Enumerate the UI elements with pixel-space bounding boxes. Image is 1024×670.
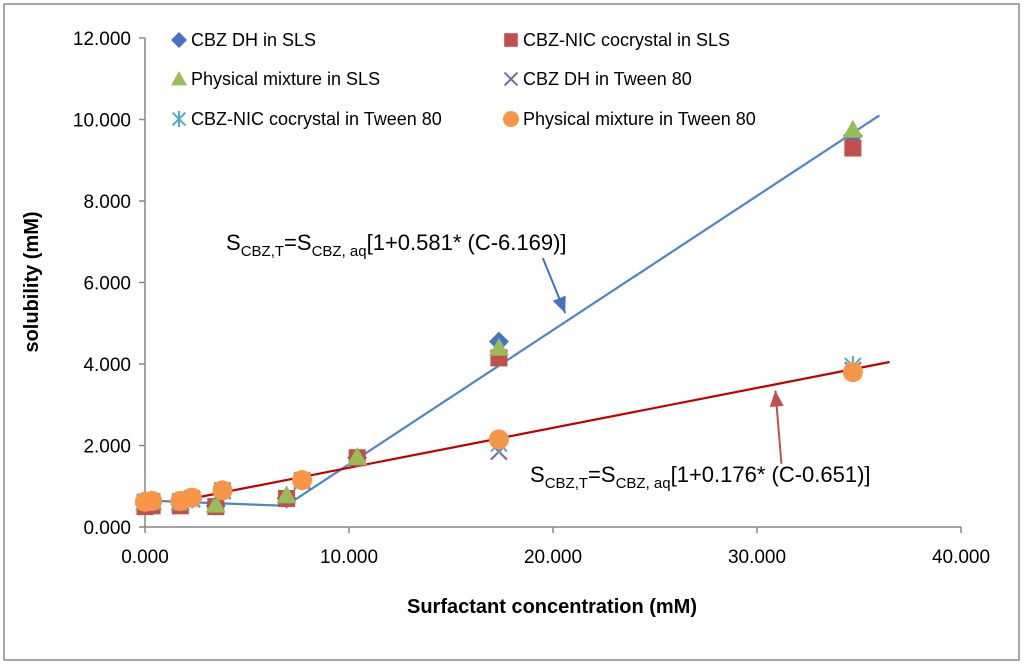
legend-item: CBZ-NIC cocrystal in Tween 80: [171, 109, 442, 129]
y-tick-label: 0.000: [83, 518, 131, 539]
equation-tween: SCBZ,T=SCBZ, aq[1+0.176* (C-0.651)]: [530, 390, 871, 492]
data-point: [842, 119, 863, 138]
x-tick-label: 0.000: [121, 547, 169, 568]
diamond-marker: [171, 32, 187, 48]
data-point: [844, 139, 862, 157]
triangle-marker: [347, 446, 368, 465]
data-point: [292, 470, 313, 491]
y-tick-label: 6.000: [83, 274, 131, 295]
data-points: [135, 119, 863, 516]
data-point: [842, 362, 863, 383]
triangle-marker: [842, 119, 863, 138]
data-point: [142, 490, 163, 511]
equation-segment: [1+0.176* (C-0.651)]: [671, 462, 871, 487]
legend-label: Physical mixture in Tween 80: [523, 109, 756, 129]
data-point: [205, 494, 226, 513]
legend-label: Physical mixture in SLS: [191, 69, 380, 89]
legend-marker: [503, 71, 519, 87]
legend-label: CBZ-NIC cocrystal in SLS: [523, 30, 730, 50]
equation-segment: =S: [284, 230, 312, 255]
annotation-arrow-head: [769, 390, 784, 408]
equation-subscript: CBZ, aq: [312, 243, 367, 260]
x-tick-label: 40.000: [932, 547, 990, 568]
legend-item: Physical mixture in Tween 80: [503, 109, 756, 129]
legend-marker: [504, 33, 518, 47]
triangle-marker: [276, 485, 297, 504]
circle-marker: [488, 429, 509, 450]
y-axis-title: solubility (mM): [21, 211, 43, 352]
triangle-marker: [205, 494, 226, 513]
triangle-marker: [171, 71, 187, 86]
circle-marker: [842, 362, 863, 383]
circle-marker: [142, 490, 163, 511]
data-point: [488, 429, 509, 450]
equation-subscript: CBZ,T: [545, 475, 588, 492]
data-point: [488, 337, 509, 356]
square-marker: [844, 139, 862, 157]
equation-text: SCBZ,T=SCBZ, aq[1+0.581* (C-6.169)]: [226, 230, 567, 260]
circle-marker: [503, 111, 519, 127]
data-point: [212, 480, 233, 501]
y-tick-label: 8.000: [83, 192, 131, 213]
legend-marker: [171, 111, 187, 127]
y-tick-label: 4.000: [83, 355, 131, 376]
data-series: [135, 362, 863, 512]
equation-segment: =S: [588, 462, 616, 487]
equation-segment: S: [530, 462, 545, 487]
axes: 0.000 2.000 4.000 6.000 8.000 10.000 12.000 0.0…: [73, 29, 990, 568]
x-tick-label: 20.000: [524, 547, 582, 568]
square-marker: [504, 33, 518, 47]
equation-subscript: CBZ, aq: [616, 475, 671, 492]
legend-label: CBZ DH in SLS: [191, 30, 316, 50]
y-tick-label: 2.000: [83, 437, 131, 458]
x-axis-title: Surfactant concentration (mM): [407, 596, 697, 618]
x-tick-label: 30.000: [728, 547, 786, 568]
legend-item: CBZ DH in Tween 80: [503, 69, 692, 89]
y-tick-label: 10.000: [73, 111, 131, 132]
circle-marker: [181, 487, 202, 508]
legend-item: CBZ DH in SLS: [171, 30, 316, 50]
equation-sls: SCBZ,T=SCBZ, aq[1+0.581* (C-6.169)]: [226, 230, 567, 314]
annotation-arrow-head: [552, 295, 566, 314]
triangle-marker: [488, 337, 509, 356]
circle-marker: [292, 470, 313, 491]
equation-text: SCBZ,T=SCBZ, aq[1+0.176* (C-0.651)]: [530, 462, 871, 492]
data-point: [276, 485, 297, 504]
legend-item: CBZ-NIC cocrystal in SLS: [504, 30, 730, 50]
equation-segment: [1+0.581* (C-6.169)]: [367, 230, 567, 255]
equation-subscript: CBZ,T: [241, 243, 284, 260]
y-tick-label: 12.000: [73, 29, 131, 50]
equation-annotations: SCBZ,T=SCBZ, aq[1+0.581* (C-6.169)]SCBZ,…: [226, 230, 871, 492]
legend-marker: [171, 32, 187, 48]
circle-marker: [212, 480, 233, 501]
legend-marker: [503, 111, 519, 127]
legend: CBZ DH in SLS CBZ-NIC cocrystal in SLS Phy…: [171, 30, 756, 129]
legend-label: CBZ DH in Tween 80: [523, 69, 692, 89]
data-point: [347, 446, 368, 465]
x-tick-label: 10.000: [320, 547, 378, 568]
legend-label: CBZ-NIC cocrystal in Tween 80: [191, 109, 442, 129]
data-point: [181, 487, 202, 508]
x-marker-stroke: [503, 71, 519, 87]
legend-marker: [171, 71, 187, 86]
legend-item: Physical mixture in SLS: [171, 69, 380, 89]
equation-segment: S: [226, 230, 241, 255]
